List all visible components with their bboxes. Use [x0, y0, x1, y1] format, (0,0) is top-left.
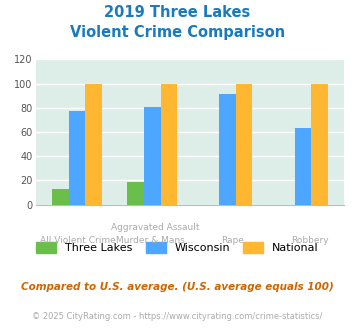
- Bar: [219, 94, 236, 205]
- Bar: [144, 107, 160, 205]
- Bar: [127, 182, 144, 205]
- Text: Robbery: Robbery: [291, 236, 328, 245]
- Text: Aggravated Assault: Aggravated Assault: [111, 223, 200, 232]
- Text: All Violent Crime: All Violent Crime: [40, 236, 116, 245]
- Bar: [69, 112, 85, 205]
- Bar: [52, 189, 69, 205]
- Text: © 2025 CityRating.com - https://www.cityrating.com/crime-statistics/: © 2025 CityRating.com - https://www.city…: [32, 312, 323, 321]
- Legend: Three Lakes, Wisconsin, National: Three Lakes, Wisconsin, National: [36, 242, 319, 253]
- Bar: [160, 83, 177, 205]
- Bar: [236, 83, 252, 205]
- Text: Rape: Rape: [221, 236, 244, 245]
- Text: 2019 Three Lakes: 2019 Three Lakes: [104, 5, 251, 20]
- Bar: [85, 83, 102, 205]
- Text: Compared to U.S. average. (U.S. average equals 100): Compared to U.S. average. (U.S. average …: [21, 282, 334, 292]
- Text: Murder & Mans...: Murder & Mans...: [116, 236, 194, 245]
- Bar: [311, 83, 328, 205]
- Bar: [295, 128, 311, 205]
- Text: Violent Crime Comparison: Violent Crime Comparison: [70, 25, 285, 40]
